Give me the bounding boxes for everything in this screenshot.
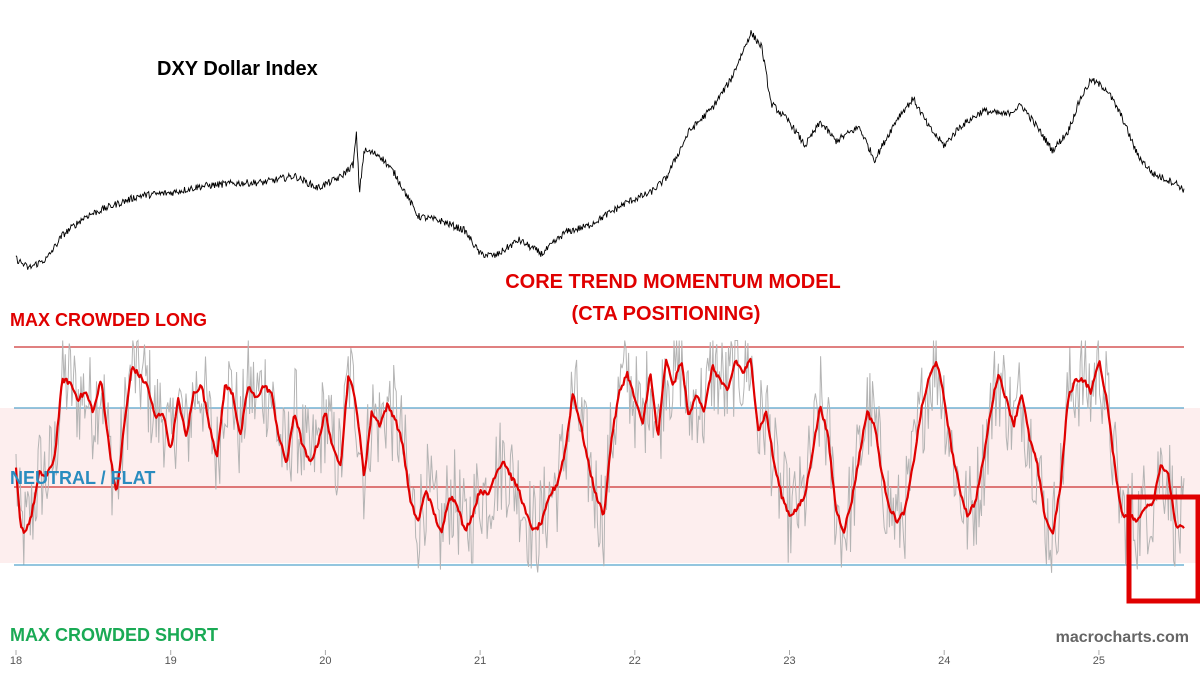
price-series (15, 30, 1185, 270)
x-tick-label: 20 (319, 655, 331, 667)
dxy-price-line (15, 30, 1185, 270)
x-tick-label: 19 (165, 655, 177, 667)
x-tick-label: 24 (938, 655, 950, 667)
raw-signal-line (15, 339, 1185, 573)
model-subtitle-line-2: (CTA POSITIONING) (572, 303, 761, 325)
model-subtitle-line-1: CORE TREND MOMENTUM MODEL (505, 271, 841, 293)
label-max-crowded-short: MAX CROWDED SHORT (10, 625, 218, 645)
model-line (14, 357, 1185, 535)
highlight-box (1126, 494, 1200, 604)
x-axis-ticks: 18 19 20 21 22 23 24 25 (10, 650, 1105, 667)
watermark: macrocharts.com (1056, 629, 1189, 646)
label-max-crowded-long: MAX CROWDED LONG (10, 310, 207, 330)
x-tick-label: 25 (1093, 655, 1105, 667)
x-tick-label: 18 (10, 655, 22, 667)
x-tick-label: 23 (783, 655, 795, 667)
label-neutral-flat: NEUTRAL / FLAT (10, 468, 155, 488)
chart-title: DXY Dollar Index (157, 58, 318, 80)
model-series (14, 357, 1185, 535)
raw-signal-series (15, 339, 1185, 573)
x-tick-label: 22 (629, 655, 641, 667)
x-tick-label: 21 (474, 655, 486, 667)
